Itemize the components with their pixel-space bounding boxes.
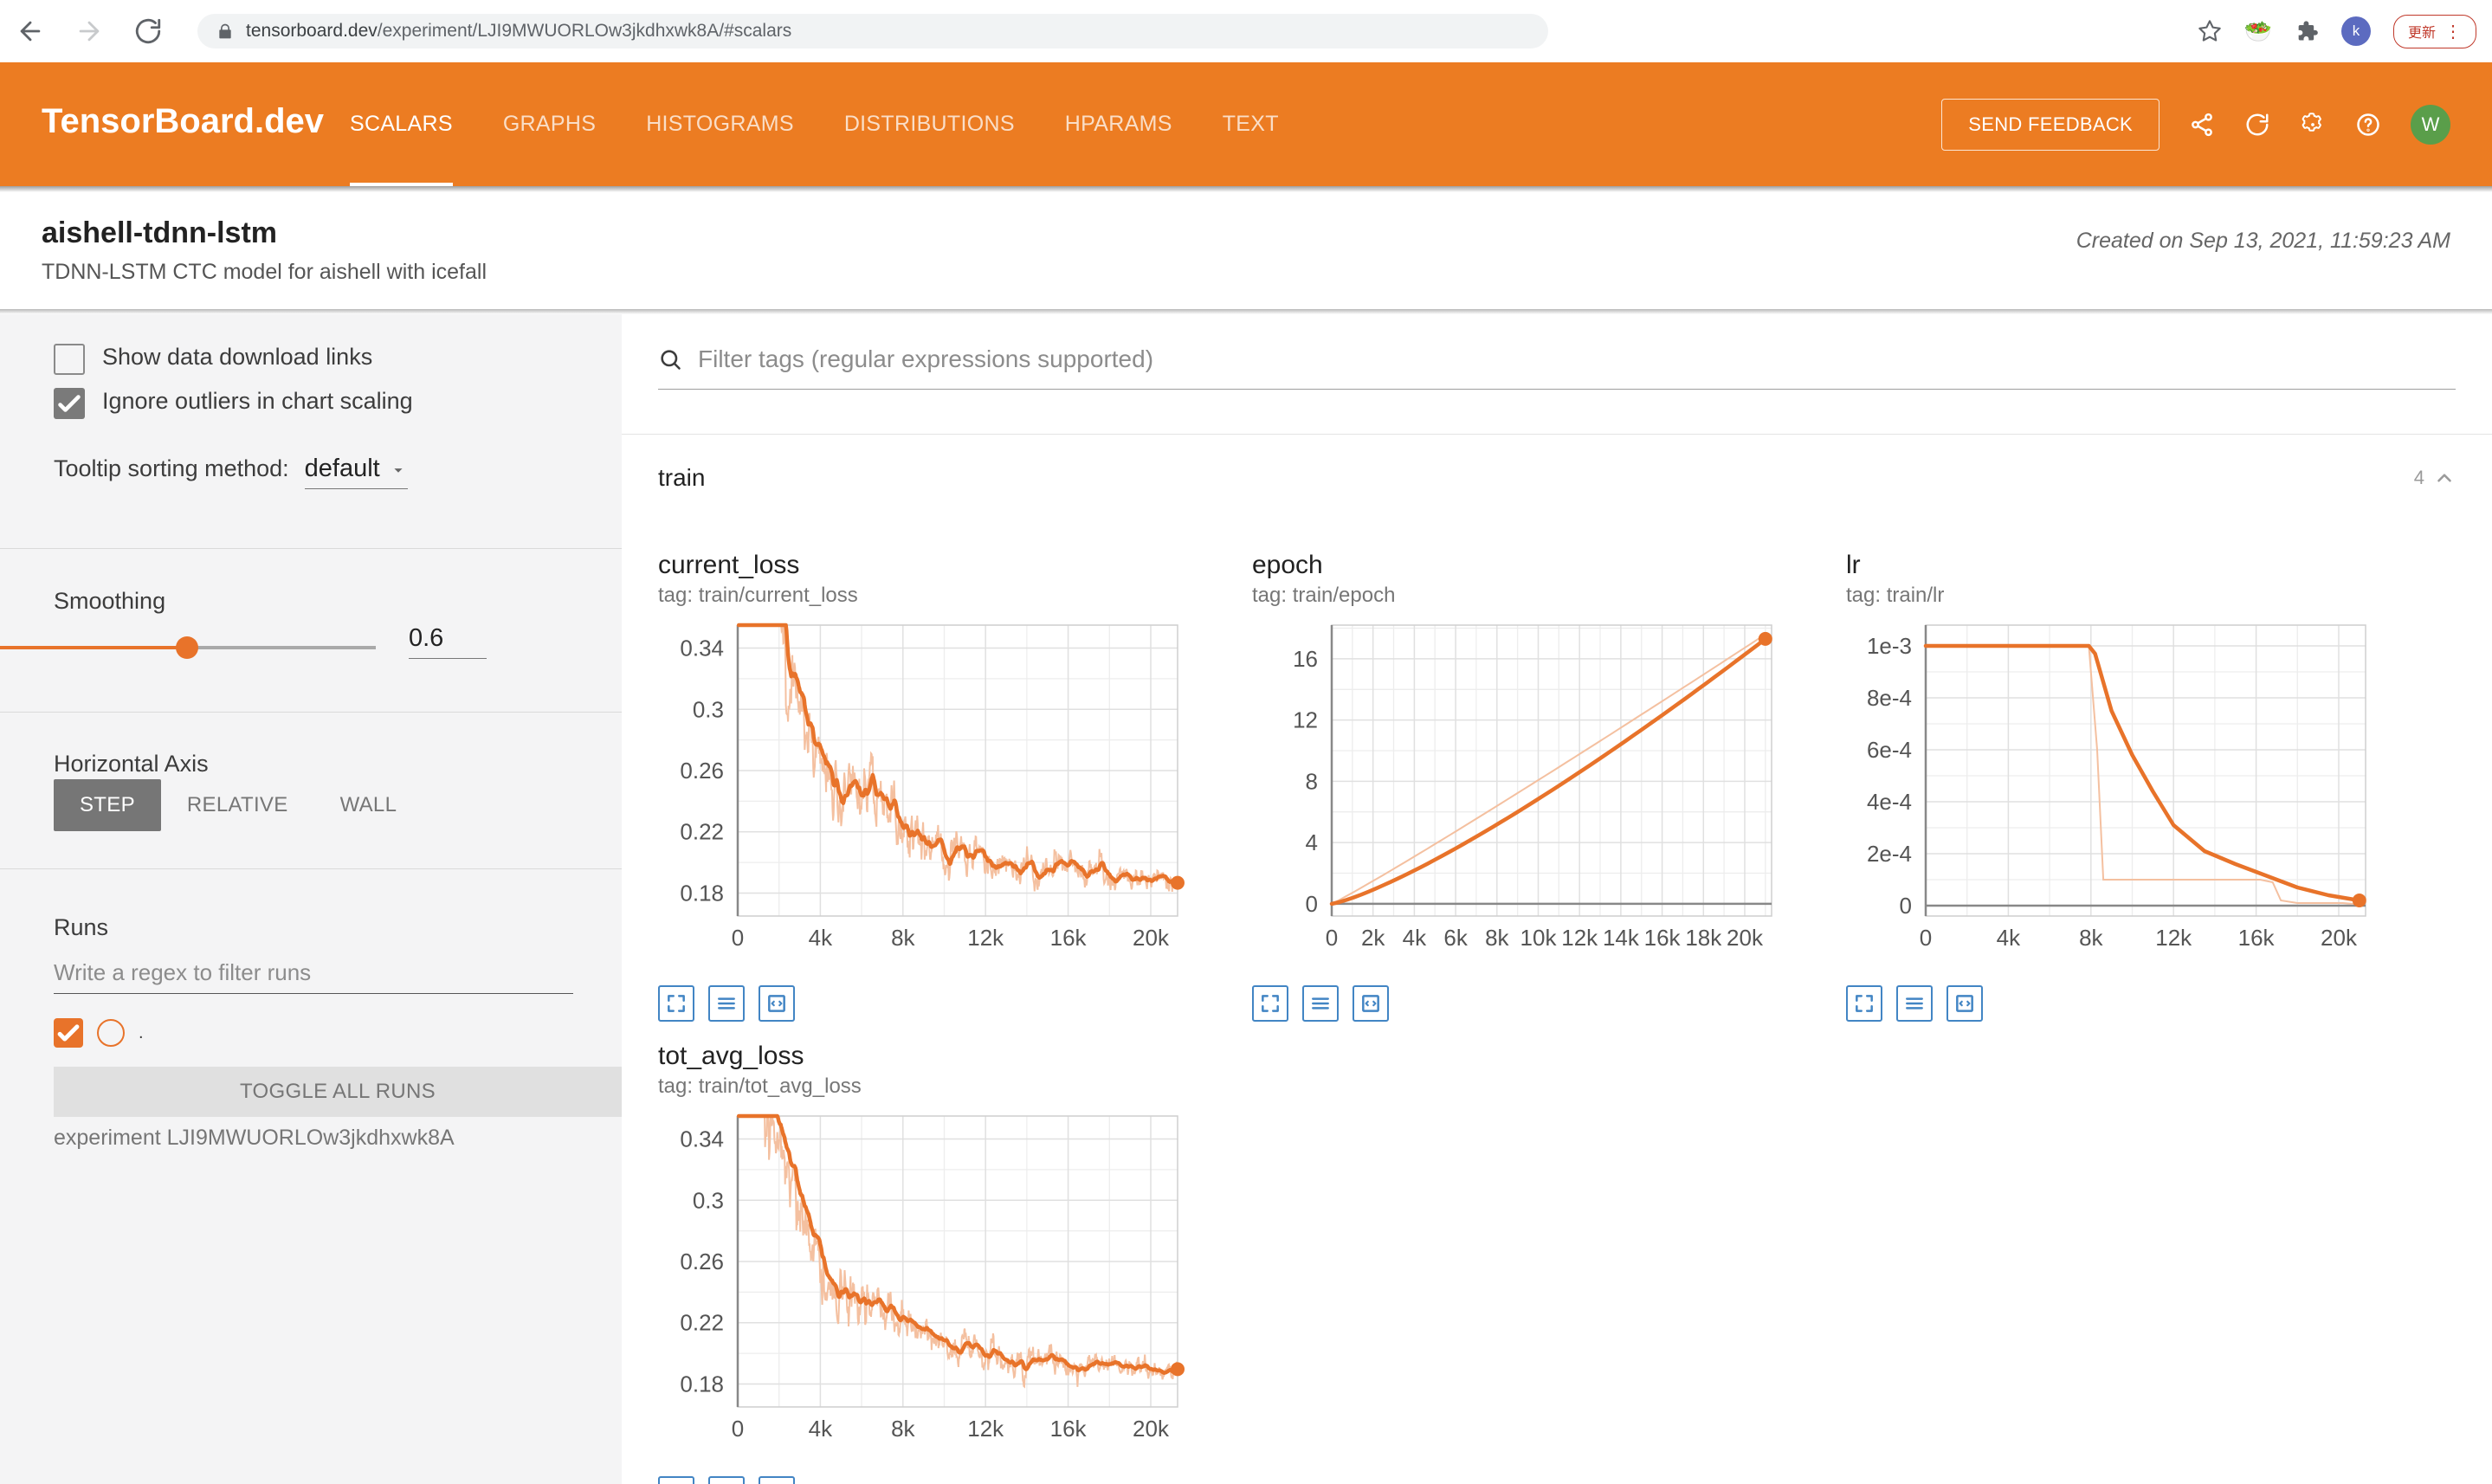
svg-text:12k: 12k [2155,925,2192,951]
svg-text:0.18: 0.18 [680,1371,724,1397]
svg-text:4k: 4k [1997,925,2021,951]
svg-text:8k: 8k [891,925,915,951]
svg-text:0: 0 [732,925,744,951]
svg-text:0: 0 [1900,893,1912,919]
svg-text:0.26: 0.26 [680,758,724,784]
svg-text:0.26: 0.26 [680,1248,724,1274]
svg-text:20k: 20k [1133,1416,1170,1442]
svg-text:1e-3: 1e-3 [1867,633,1912,659]
svg-text:4e-4: 4e-4 [1867,789,1912,815]
svg-text:4k: 4k [1403,925,1427,951]
svg-text:16k: 16k [2238,925,2276,951]
svg-text:14k: 14k [1603,925,1640,951]
svg-text:0.3: 0.3 [693,696,724,722]
svg-text:20k: 20k [2321,925,2358,951]
svg-text:4: 4 [1306,829,1318,855]
svg-text:4k: 4k [809,925,833,951]
svg-text:0.22: 0.22 [680,1310,724,1336]
svg-text:16: 16 [1293,646,1318,672]
svg-text:0: 0 [732,1416,744,1442]
svg-text:12k: 12k [967,1416,1004,1442]
svg-text:16k: 16k [1050,925,1088,951]
svg-text:12k: 12k [1561,925,1598,951]
svg-text:8: 8 [1306,768,1318,794]
svg-text:6e-4: 6e-4 [1867,737,1912,763]
svg-text:20k: 20k [1133,925,1170,951]
svg-text:0: 0 [1306,891,1318,917]
svg-text:18k: 18k [1685,925,1722,951]
svg-text:10k: 10k [1520,925,1558,951]
svg-text:2k: 2k [1361,925,1385,951]
svg-text:0.3: 0.3 [693,1187,724,1213]
svg-text:12: 12 [1293,707,1318,733]
svg-text:8e-4: 8e-4 [1867,685,1912,711]
svg-text:2e-4: 2e-4 [1867,841,1912,867]
svg-text:0.34: 0.34 [680,636,724,661]
svg-text:0.34: 0.34 [680,1126,724,1152]
svg-text:0: 0 [1326,925,1338,951]
svg-text:0.22: 0.22 [680,819,724,845]
svg-text:0.18: 0.18 [680,881,724,907]
svg-text:8k: 8k [891,1416,915,1442]
svg-text:4k: 4k [809,1416,833,1442]
svg-text:12k: 12k [967,925,1004,951]
svg-text:16k: 16k [1050,1416,1088,1442]
svg-text:8k: 8k [2079,925,2103,951]
svg-text:0: 0 [1920,925,1932,951]
svg-text:6k: 6k [1443,925,1468,951]
svg-text:8k: 8k [1485,925,1509,951]
svg-text:16k: 16k [1644,925,1682,951]
svg-text:20k: 20k [1727,925,1764,951]
